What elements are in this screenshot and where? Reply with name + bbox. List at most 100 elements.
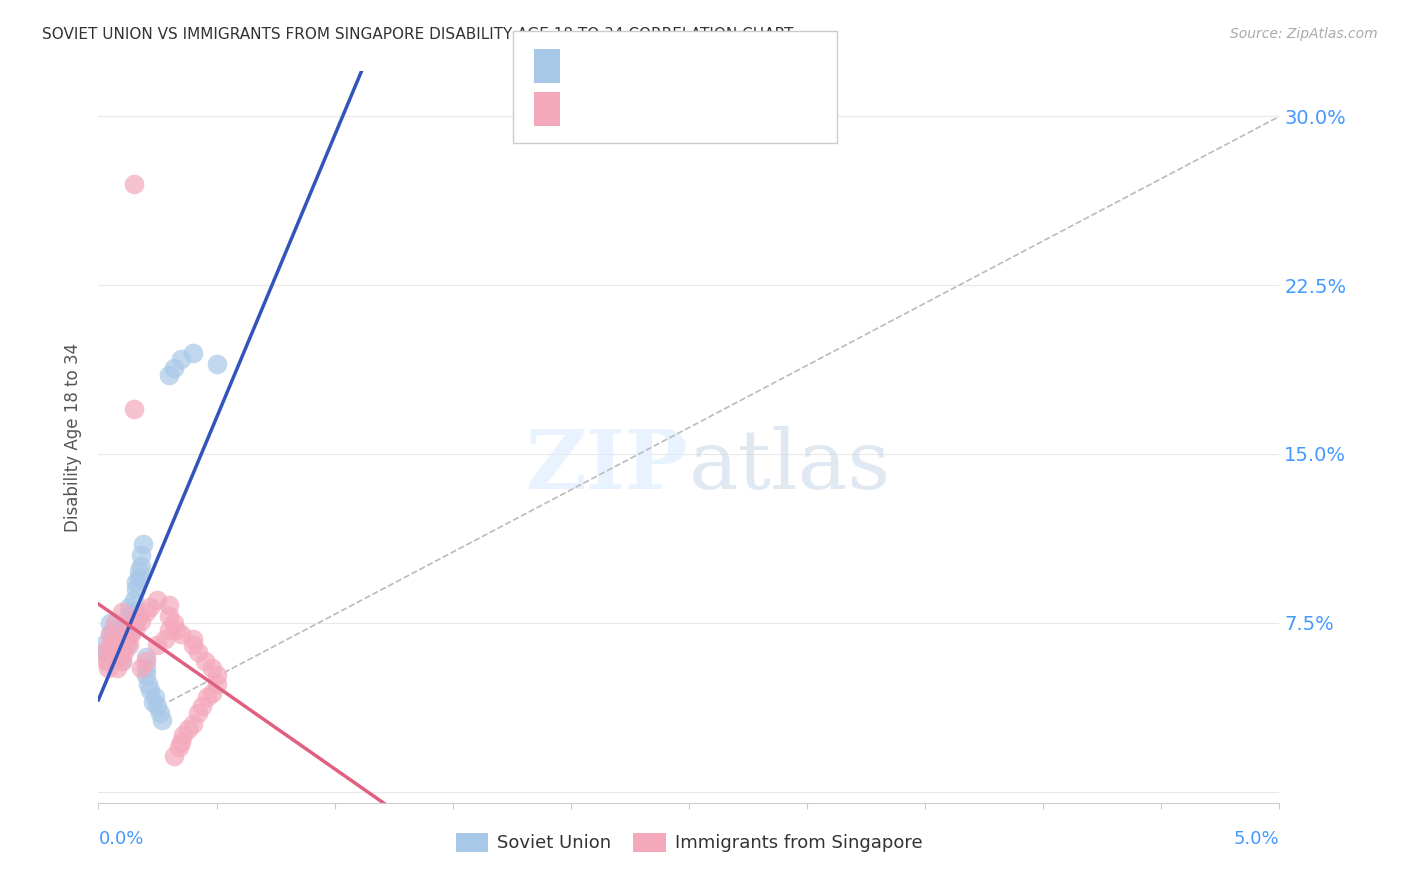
Point <box>157 623 180 637</box>
Point <box>129 661 152 675</box>
Point <box>129 559 152 574</box>
Point <box>139 683 162 698</box>
Point <box>187 706 209 720</box>
Point <box>125 575 148 590</box>
Point <box>98 627 121 641</box>
Point <box>150 713 173 727</box>
Point <box>129 614 152 628</box>
Point <box>205 676 228 690</box>
Point <box>104 615 127 630</box>
Legend: Soviet Union, Immigrants from Singapore: Soviet Union, Immigrants from Singapore <box>449 826 929 860</box>
Text: R =: R = <box>568 100 607 118</box>
Point <box>101 632 124 646</box>
Point <box>205 357 228 371</box>
Text: 55: 55 <box>682 100 707 118</box>
Point <box>142 694 165 708</box>
Point <box>181 345 204 359</box>
Point <box>128 609 150 624</box>
Point <box>118 609 141 624</box>
Point <box>146 638 169 652</box>
Point <box>98 627 121 641</box>
Point <box>143 690 166 704</box>
Point <box>105 661 128 675</box>
Point <box>91 645 114 659</box>
Text: 0.175: 0.175 <box>598 100 654 118</box>
Text: 0.592: 0.592 <box>598 57 654 75</box>
Point <box>205 667 228 681</box>
Point <box>135 649 157 664</box>
Text: N =: N = <box>654 100 693 118</box>
Point <box>104 649 127 664</box>
Point <box>122 605 145 619</box>
Point <box>157 598 180 612</box>
Point <box>129 548 152 562</box>
Point <box>149 706 172 720</box>
Point <box>122 401 145 416</box>
Point <box>125 620 148 634</box>
Point <box>101 623 124 637</box>
Point <box>108 633 131 648</box>
Point <box>163 615 186 630</box>
Point <box>98 615 121 630</box>
Point <box>111 605 134 619</box>
Point <box>187 645 209 659</box>
Point <box>111 632 134 646</box>
Point <box>194 654 217 668</box>
Text: ZIP: ZIP <box>526 426 689 507</box>
Point <box>122 177 145 191</box>
Point <box>157 609 180 624</box>
Point <box>111 654 134 668</box>
Point <box>201 685 224 699</box>
Text: N =: N = <box>654 57 693 75</box>
Point <box>157 368 180 383</box>
Point <box>91 638 114 652</box>
Point <box>125 582 148 596</box>
Text: 48: 48 <box>682 57 707 75</box>
Point <box>181 717 204 731</box>
Point <box>105 638 128 652</box>
Point <box>136 676 159 690</box>
Point <box>135 661 157 675</box>
Point <box>121 624 143 639</box>
Point <box>98 638 121 652</box>
Text: 5.0%: 5.0% <box>1234 830 1279 847</box>
Text: Source: ZipAtlas.com: Source: ZipAtlas.com <box>1230 27 1378 41</box>
Point <box>170 735 193 749</box>
Point <box>195 690 218 704</box>
Point <box>135 654 157 668</box>
Point <box>135 667 157 681</box>
Point <box>167 739 190 754</box>
Point <box>105 624 128 639</box>
Point <box>165 623 187 637</box>
Point <box>122 615 145 630</box>
Point <box>105 649 128 664</box>
Point <box>132 537 155 551</box>
Point <box>191 699 214 714</box>
Point <box>135 605 157 619</box>
Text: R =: R = <box>568 57 607 75</box>
Point <box>94 654 117 668</box>
Point <box>118 599 141 614</box>
Point <box>101 642 124 657</box>
Point <box>112 645 135 659</box>
Point <box>115 638 138 652</box>
Point <box>115 632 138 646</box>
Text: SOVIET UNION VS IMMIGRANTS FROM SINGAPORE DISABILITY AGE 18 TO 34 CORRELATION CH: SOVIET UNION VS IMMIGRANTS FROM SINGAPOR… <box>42 27 793 42</box>
Point <box>201 661 224 675</box>
Point <box>170 627 193 641</box>
Text: atlas: atlas <box>689 426 891 507</box>
Point <box>163 748 186 763</box>
Y-axis label: Disability Age 18 to 34: Disability Age 18 to 34 <box>65 343 83 532</box>
Point <box>172 728 194 742</box>
Text: 0.0%: 0.0% <box>98 830 143 847</box>
Point <box>128 564 150 578</box>
Point <box>108 649 131 664</box>
Point <box>112 623 135 637</box>
Point <box>97 654 120 668</box>
Point <box>121 627 143 641</box>
Point <box>163 361 186 376</box>
Point <box>181 638 204 652</box>
Point <box>122 593 145 607</box>
Point <box>108 640 131 655</box>
Point <box>115 627 138 641</box>
